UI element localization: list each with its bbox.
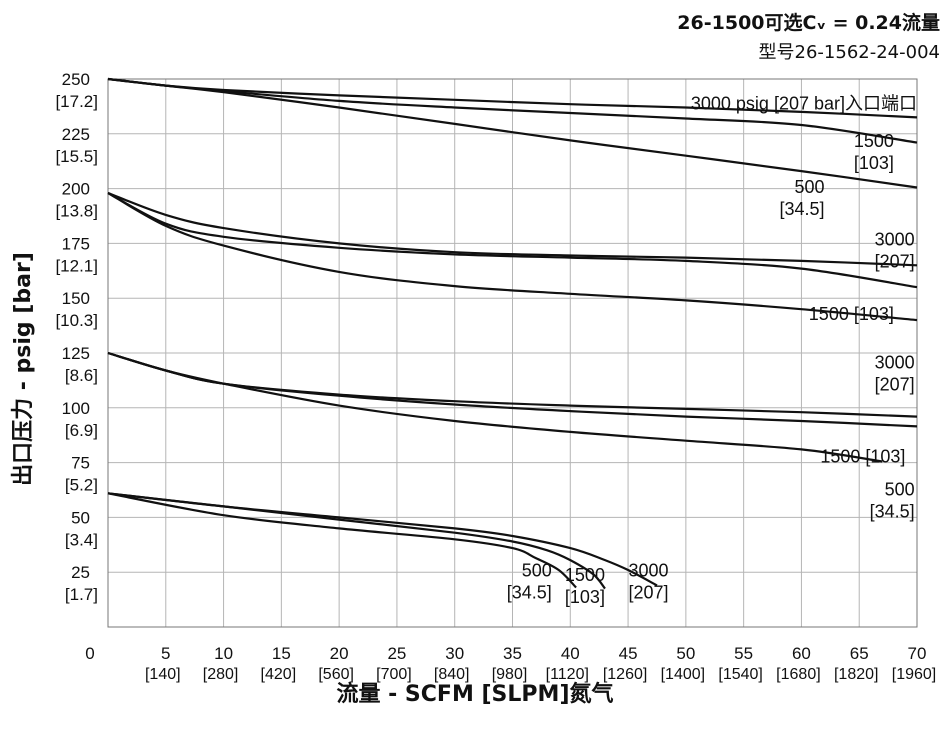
curve-label: [34.5] [779,199,824,219]
x-tick-label: 0 [85,644,94,663]
x-tick-label: 10 [214,644,233,663]
y-tick-sublabel: [13.8] [55,202,98,221]
x-tick-label: 25 [387,644,406,663]
series-line [107,77,918,189]
y-tick-label: 225 [62,125,90,144]
x-tick-label: 50 [676,644,695,663]
curve-label: 3000 [875,230,915,250]
y-tick-sublabel: [12.1] [55,256,98,275]
x-tick-sublabel: [1120] [546,666,589,683]
x-tick-label: 65 [850,644,869,663]
curve-label: 1500 [565,565,605,585]
curve-label: 3000 [875,352,915,372]
series-line [107,192,918,289]
y-axis-label: 出口压力 - psig [bar] [11,252,36,486]
x-tick-sublabel: [560] [318,666,354,683]
curve-label: [207] [628,583,668,603]
x-tick-sublabel: [1540] [718,666,762,683]
y-tick-label: 250 [62,70,90,89]
curve-label: 1500 [854,131,894,151]
x-tick-label: 60 [792,644,811,663]
curve-label: 3000 psig [207 bar]入口端口 [691,94,917,114]
curve-label: 500 [794,177,824,197]
y-tick-label: 175 [62,234,90,253]
x-tick-label: 45 [619,644,638,663]
y-tick-label: 25 [71,563,90,582]
curve-label: [207] [875,252,915,272]
series-line [107,351,883,463]
series-line [107,492,606,590]
x-tick-sublabel: [1400] [661,666,705,683]
curve-label: 500 [522,561,552,581]
y-tick-label: 150 [62,289,90,308]
x-tick-sublabel: [280] [203,666,239,683]
series-line [107,191,918,267]
x-tick-label: 15 [272,644,291,663]
curve-label: 1500 [103] [820,447,905,467]
x-tick-sublabel: [1960] [892,666,936,683]
x-axis-label: 流量 - SCFM [SLPM]氮气 [336,682,614,707]
y-tick-sublabel: [6.9] [65,421,98,440]
y-tick-label: 125 [62,344,90,363]
x-tick-sublabel: [840] [434,666,470,683]
x-tick-sublabel: [140] [145,666,181,683]
y-tick-sublabel: [1.7] [65,585,98,604]
chart-subtitle: 型号26-1562-24-004 [758,42,940,63]
y-tick-label: 75 [71,454,90,473]
y-tick-label: 100 [62,399,90,418]
chart-title: 26-1500可选Cᵥ = 0.24流量 [677,12,940,34]
curve-label: 3000 [628,561,668,581]
x-tick-label: 40 [561,644,580,663]
y-tick-sublabel: [15.5] [55,147,98,166]
y-tick-sublabel: [10.3] [55,311,98,330]
y-tick-sublabel: [8.6] [65,366,98,385]
curve-label: [34.5] [870,501,915,521]
x-tick-label: 35 [503,644,522,663]
x-tick-sublabel: [420] [261,666,297,683]
x-tick-sublabel: [980] [492,666,528,683]
y-tick-sublabel: [3.4] [65,530,98,549]
curve-label: [103] [565,587,605,607]
curve-label: 1500 [103] [809,304,894,324]
curve-label: [34.5] [507,583,552,603]
y-tick-sublabel: [5.2] [65,476,98,495]
x-tick-label: 20 [330,644,349,663]
y-tick-label: 200 [62,180,90,199]
x-tick-label: 70 [908,644,927,663]
curve-label: [207] [875,374,915,394]
x-tick-label: 5 [161,644,170,663]
x-tick-label: 30 [445,644,464,663]
y-tick-label: 50 [71,508,90,527]
series-line [107,192,918,322]
curve-label: 500 [885,479,915,499]
series-line [107,492,577,589]
x-tick-sublabel: [1820] [834,666,878,683]
curve-label: [103] [854,153,894,173]
x-tick-sublabel: [1260] [603,666,647,683]
x-tick-label: 55 [734,644,753,663]
x-tick-sublabel: [1680] [776,666,820,683]
x-tick-sublabel: [700] [376,666,412,683]
y-tick-sublabel: [17.2] [55,92,98,111]
